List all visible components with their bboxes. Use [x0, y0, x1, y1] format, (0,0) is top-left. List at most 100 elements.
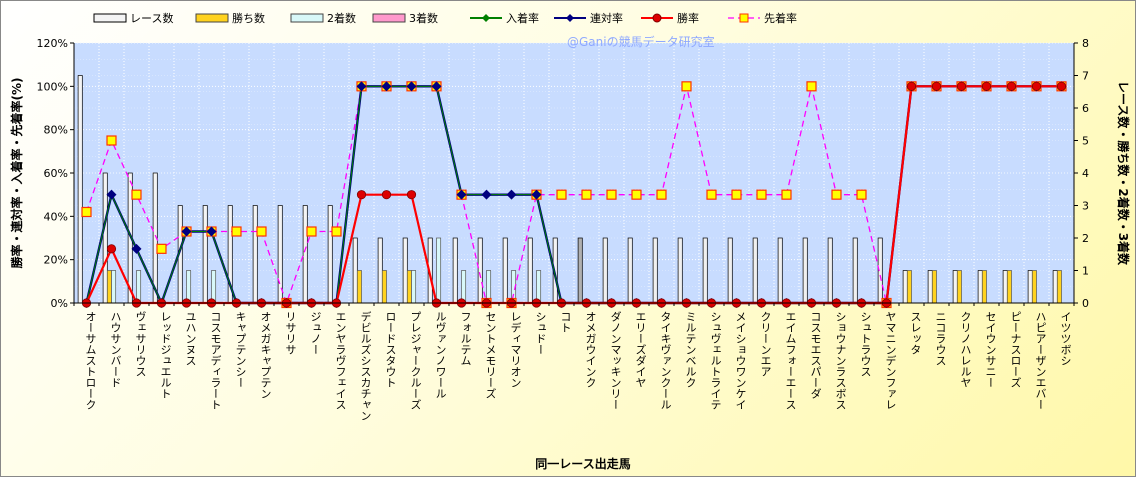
marker-win-rate	[406, 190, 417, 200]
bar-races	[627, 237, 633, 304]
marker-quinella-rate	[506, 189, 517, 200]
category-label: エンヤラヴフェイス	[334, 311, 347, 410]
legend-item-races: レース数	[93, 12, 173, 25]
category-label: シュヴェルトライテ	[709, 311, 722, 410]
bar-races	[727, 237, 733, 304]
marker-win-rate	[931, 81, 942, 91]
legend-item-third: 3着数	[372, 11, 438, 25]
category-label: ショウナンラスボス	[834, 311, 847, 410]
bar-wins	[406, 270, 412, 304]
bar-races	[77, 75, 83, 304]
marker-win-rate	[1031, 81, 1042, 91]
category-label: キャプテンシー	[234, 311, 247, 388]
bar-races	[1027, 270, 1033, 304]
bar-races	[102, 172, 108, 304]
bar-second	[461, 270, 467, 304]
category-label: クリノハレルヤ	[959, 311, 972, 388]
category-label: コスモアディラート	[209, 311, 222, 410]
legend-item-second: 2着数	[290, 11, 356, 25]
marker-advance-rate	[681, 81, 692, 92]
category-label: ルヴァンノワール	[434, 311, 447, 399]
category-label: レッドジュエルト	[159, 311, 172, 399]
category-label: イツツボシ	[1059, 311, 1072, 366]
legend-swatch-wins	[195, 13, 229, 23]
marker-advance-rate	[331, 226, 342, 237]
legend-label: 2着数	[327, 11, 356, 25]
category-label: メイショウワンケイ	[734, 311, 747, 410]
marker-win-rate	[906, 81, 917, 91]
y-left-tick-label: 80%	[44, 124, 68, 137]
marker-advance-rate	[756, 189, 767, 200]
marker-advance-rate	[131, 189, 142, 200]
bar-wins	[1006, 270, 1012, 304]
bar-races	[752, 237, 758, 304]
bar-wins	[906, 270, 912, 304]
category-label: ロードスタウト	[384, 311, 397, 388]
bar-races	[802, 237, 808, 304]
category-label: レディマリオン	[509, 311, 522, 388]
bar-second	[186, 270, 192, 304]
legend-swatch-second	[290, 13, 324, 23]
bar-races	[652, 237, 658, 304]
line-advance-rate	[85, 85, 1062, 305]
category-label: ダノンマッキンリー	[609, 311, 622, 410]
legend-label: レース数	[130, 12, 173, 25]
marker-win-rate	[381, 190, 392, 200]
category-labels: オーサムストローク ハウサンバード ヴェサリウス レッドジュエルト ユハンヌス コスモアデ…	[84, 310, 1072, 421]
bar-second	[136, 270, 142, 304]
category-label: プレジャークルーズ	[409, 311, 422, 410]
bar-races	[1002, 270, 1008, 304]
category-label: オーサムストローク	[84, 311, 97, 410]
marker-advance-rate	[156, 243, 167, 254]
bar-second	[411, 270, 417, 304]
bar-races	[402, 237, 408, 304]
category-label: セイウンサニー	[984, 311, 997, 388]
marker-win-rate	[1056, 81, 1067, 91]
bar-races	[702, 237, 708, 304]
bar-second	[436, 237, 442, 304]
bar-wins	[981, 270, 987, 304]
marker-quinella-rate	[356, 81, 367, 92]
bar-races	[952, 270, 958, 304]
legend-item-quinella_rate: 連対率	[554, 11, 623, 25]
category-label: ハピアーザンエバー	[1034, 311, 1047, 410]
legend-item-advance_rate: 先着率	[728, 11, 797, 25]
marker-advance-rate	[706, 189, 717, 200]
marker-advance-rate	[581, 189, 592, 200]
bar-wins	[931, 270, 937, 304]
legend-label: 先着率	[764, 11, 797, 25]
y-left-tick-label: 60%	[44, 167, 68, 180]
y-right-tick-label: 6	[1082, 102, 1089, 115]
legend-label: 勝ち数	[232, 11, 265, 25]
legend-marker-place-rate	[482, 14, 490, 22]
marker-advance-rate	[806, 81, 817, 92]
category-label: コスモエスパーダ	[809, 311, 822, 399]
bar-wins	[1031, 270, 1037, 304]
marker-quinella-rate	[206, 226, 217, 237]
y-axis-right-title: レース数・勝ち数・2着数・3着数	[1116, 81, 1131, 266]
category-label: シュドー	[534, 311, 547, 355]
marker-advance-rate	[106, 135, 117, 146]
axes: 0% 20% 40% 60% 80% 100% 120% 0 1 2 3 4 5 6 7 8	[37, 37, 1089, 310]
y-right-tick-label: 3	[1082, 200, 1089, 213]
marker-quinella-rate	[531, 189, 542, 200]
marker-advance-rate	[556, 189, 567, 200]
marker-quinella-rate	[481, 189, 492, 200]
bar-second	[211, 270, 217, 304]
bar-races	[302, 205, 308, 304]
bar-races	[252, 205, 258, 304]
legend-swatch-third	[372, 13, 406, 23]
marker-advance-rate	[831, 189, 842, 200]
marker-quinella-rate	[181, 226, 192, 237]
marker-quinella-rate	[431, 81, 442, 92]
bar-races	[502, 237, 508, 304]
legend-item-win_rate: 勝率	[641, 11, 699, 25]
marker-win-rate	[981, 81, 992, 91]
y-right-tick-label: 0	[1082, 297, 1089, 310]
legend-marker-win-rate	[652, 13, 662, 23]
bar-races	[852, 237, 858, 304]
bar-wins	[381, 270, 387, 304]
y-right-tick-label: 8	[1082, 37, 1089, 50]
